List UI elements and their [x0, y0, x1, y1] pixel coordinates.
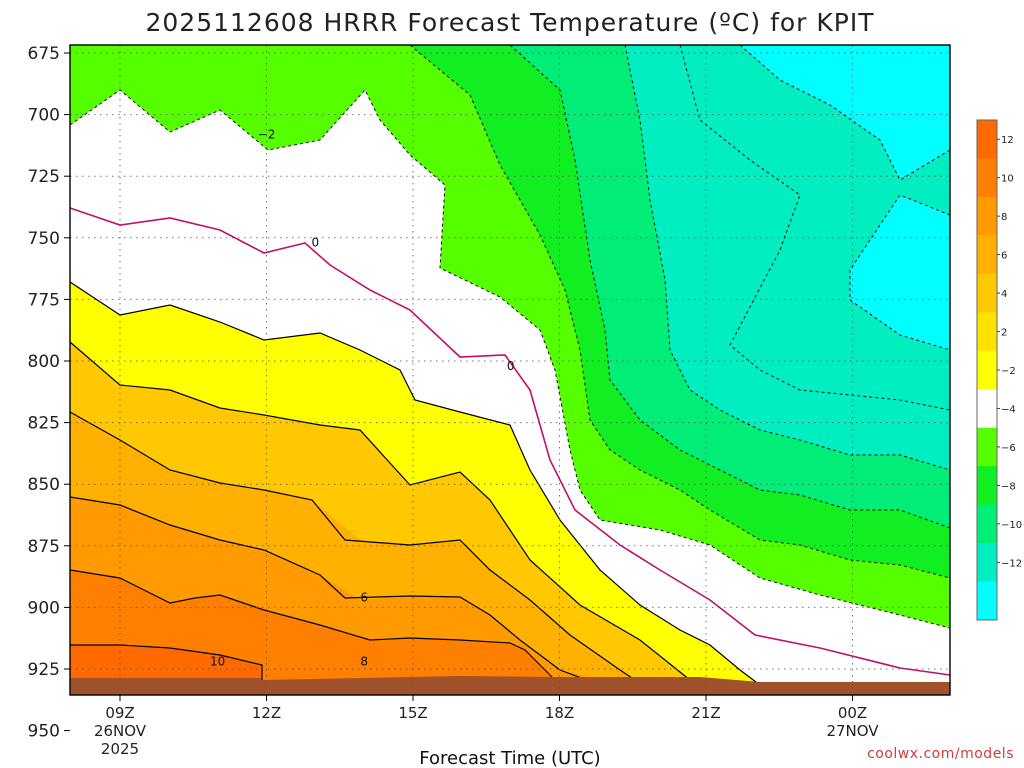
- x-tick-label: 21Z: [691, 704, 720, 722]
- contour-6: [69, 411, 651, 691]
- contour-0-freezing: [69, 207, 951, 676]
- x-tick-label: 18Z: [545, 704, 574, 722]
- contour-label: 0: [507, 359, 515, 373]
- colorbar-label: −2: [1001, 366, 1016, 377]
- x-tick-label: 00Z: [838, 704, 867, 722]
- colorbar-label: −6: [1001, 443, 1016, 454]
- colorbar-swatch: [977, 389, 997, 429]
- colorbar-label: 10: [1001, 174, 1014, 185]
- y-tick-label: 925: [28, 660, 60, 680]
- contour-label: 6: [360, 591, 368, 605]
- contour-labels: −2 0 0 6 8 10: [210, 127, 514, 668]
- contour-minus4: [409, 44, 951, 579]
- y-tick-label: 750: [28, 229, 60, 249]
- y-tick-label: 775: [28, 290, 60, 310]
- contour-8: [69, 496, 601, 686]
- x-axis-title: Forecast Time (UTC): [419, 748, 600, 768]
- y-axis: 675700725750775800825850875900925950975: [28, 44, 70, 742]
- y-tick-label: 950: [28, 722, 60, 742]
- band-coldest-lower: [850, 195, 950, 350]
- contour-label: 8: [360, 655, 368, 669]
- contour-4: [69, 341, 701, 691]
- y-tick-label: 825: [28, 414, 60, 434]
- x-tick-label: 15Z: [398, 704, 427, 722]
- colorbar-swatch: [977, 466, 997, 506]
- colorbar-swatch: [977, 273, 997, 313]
- x-tick-label: 12Z: [252, 704, 281, 722]
- band-coldest: [770, 45, 950, 180]
- contour-minus8: [624, 44, 951, 471]
- contour-2: [69, 281, 761, 686]
- contour-label: 10: [210, 655, 225, 669]
- y-tick-label: 700: [28, 106, 60, 126]
- colorbar-label: −4: [1001, 404, 1016, 415]
- x-tick-date: 27NOV: [826, 722, 879, 740]
- grid: [70, 45, 950, 695]
- contour-minus10: [679, 44, 951, 411]
- colorbar-swatch: [977, 312, 997, 352]
- colorbar: 12 10 8 6 4 2 −2 −4 −6 −8 −10 −12: [976, 119, 1022, 621]
- y-tick-label: 675: [28, 44, 60, 64]
- ground: [70, 676, 950, 695]
- y-tick-label: 900: [28, 598, 60, 618]
- colorbar-label: −8: [1001, 481, 1016, 492]
- chart-title: 2025112608 HRRR Forecast Temperature (ºC…: [145, 8, 874, 37]
- contour-label: −2: [258, 127, 276, 141]
- colorbar-swatch: [977, 235, 997, 275]
- contour-minus2: [69, 89, 951, 629]
- y-tick-label: 725: [28, 167, 60, 187]
- x-tick-date: 26NOV: [94, 722, 147, 740]
- credit-text: coolwx.com/models: [867, 746, 1014, 762]
- contour-minus12: [739, 44, 951, 181]
- colorbar-label: 12: [1001, 135, 1014, 146]
- contour-10: [69, 569, 556, 681]
- y-tick-label: 850: [28, 475, 60, 495]
- colorbar-swatch: [977, 120, 997, 159]
- colorbar-swatch: [977, 350, 997, 390]
- colorbar-swatch: [977, 543, 997, 583]
- contour-label: 0: [312, 236, 320, 250]
- contour-minus12b: [849, 194, 951, 351]
- colorbar-swatch: [977, 581, 997, 621]
- plot-frame: [69, 44, 951, 696]
- colorbar-swatch: [977, 427, 997, 467]
- x-tick-year: 2025: [101, 740, 139, 758]
- plot-area: [69, 44, 951, 696]
- colorbar-swatch: [977, 196, 997, 236]
- colorbar-label: 8: [1001, 212, 1007, 223]
- cold-contours: [69, 44, 951, 629]
- colorbar-label: 2: [1001, 328, 1007, 339]
- colorbar-swatch: [977, 158, 997, 198]
- warm-contours: [69, 281, 761, 691]
- x-tick-label: 09Z: [105, 704, 134, 722]
- colorbar-label: 6: [1001, 251, 1007, 262]
- y-tick-label: 875: [28, 537, 60, 557]
- contour-12: [70, 644, 263, 680]
- colorbar-label: −12: [1001, 558, 1022, 569]
- y-tick-label: 800: [28, 352, 60, 372]
- colorbar-label: 4: [1001, 289, 1007, 300]
- colorbar-swatch: [977, 504, 997, 544]
- colorbar-label: −10: [1001, 520, 1022, 531]
